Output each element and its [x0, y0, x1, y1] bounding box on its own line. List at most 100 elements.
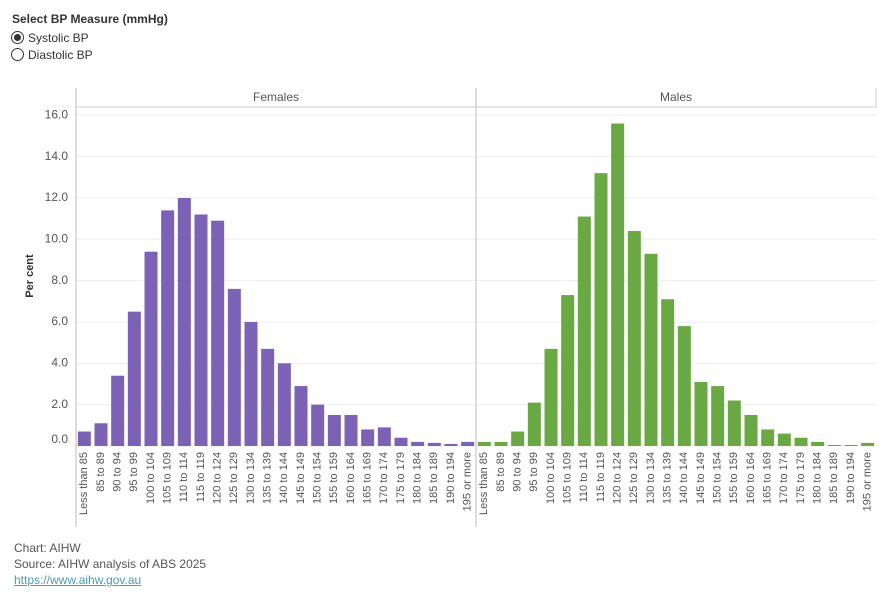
x-tick-label: 150 to 154 — [712, 452, 724, 504]
bar — [177, 197, 191, 446]
x-tick-label: 125 to 129 — [628, 452, 640, 504]
radio-option[interactable]: Diastolic BP — [11, 46, 168, 63]
bar — [461, 441, 475, 446]
bar — [727, 400, 741, 446]
bar — [244, 321, 258, 446]
radio-option[interactable]: Systolic BP — [11, 29, 168, 46]
x-tick-label: 110 to 114 — [178, 452, 190, 502]
x-tick-label: 155 to 159 — [328, 452, 340, 504]
x-tick-label: 160 to 164 — [345, 452, 357, 504]
footer-line: Chart: AIHW — [14, 541, 81, 555]
x-tick-label: 135 to 139 — [662, 452, 674, 504]
bar — [594, 173, 608, 446]
bar — [444, 443, 458, 446]
x-tick-label: 120 to 124 — [212, 452, 224, 504]
bar — [761, 429, 775, 446]
bar — [644, 253, 658, 446]
radio-button[interactable] — [11, 31, 24, 44]
x-tick-label: 155 to 159 — [728, 452, 740, 504]
bp-measure-control: Select BP Measure (mmHg) Systolic BP Dias… — [11, 12, 168, 63]
x-tick-label: Less than 85 — [78, 452, 90, 515]
x-tick-label: Less than 85 — [478, 452, 490, 515]
x-tick-label: 190 to 194 — [845, 452, 857, 504]
x-tick-label: 160 to 164 — [745, 452, 757, 504]
y-tick-label: 12.0 — [45, 190, 69, 204]
bar — [427, 442, 441, 446]
bar — [827, 444, 841, 446]
x-tick-label: 185 to 189 — [828, 452, 840, 504]
y-axis-label: Per cent — [24, 254, 36, 298]
bar — [277, 363, 291, 446]
x-tick-label: 100 to 104 — [545, 452, 557, 504]
x-tick-label: 145 to 149 — [695, 452, 707, 504]
x-tick-label: 190 to 194 — [445, 452, 457, 504]
bar — [377, 427, 391, 446]
bar — [94, 423, 108, 446]
x-tick-label: 105 to 109 — [162, 452, 174, 504]
control-title: Select BP Measure (mmHg) — [12, 12, 168, 26]
x-tick-label: 115 to 119 — [195, 452, 207, 502]
bar — [261, 348, 275, 446]
bar — [577, 216, 591, 446]
x-tick-label: 90 to 94 — [512, 452, 524, 492]
x-tick-label: 90 to 94 — [112, 452, 124, 492]
x-tick-label: 115 to 119 — [595, 452, 607, 502]
radio-button[interactable] — [11, 48, 24, 61]
bar — [111, 375, 125, 446]
bar — [294, 386, 308, 446]
bar — [161, 210, 175, 446]
x-tick-label: 170 to 174 — [378, 452, 390, 504]
bar — [494, 441, 508, 446]
bar — [527, 402, 541, 446]
y-tick-label: 10.0 — [45, 231, 69, 245]
bar — [361, 429, 375, 446]
x-tick-label: 175 to 179 — [795, 452, 807, 504]
x-tick-label: 95 to 99 — [528, 452, 540, 492]
bar — [394, 437, 408, 446]
footer-line: Source: AIHW analysis of ABS 2025 — [14, 557, 207, 571]
bar — [661, 299, 675, 446]
footer-link[interactable]: https://www.aihw.gov.au — [14, 573, 142, 587]
x-tick-label: 180 to 184 — [812, 452, 824, 504]
bar — [311, 404, 325, 446]
y-tick-label: 14.0 — [45, 149, 69, 163]
bar — [744, 414, 758, 446]
x-tick-label: 125 to 129 — [228, 452, 240, 504]
panel-header: Females — [253, 90, 299, 104]
bar — [411, 441, 425, 446]
radio-selected-dot — [14, 34, 21, 41]
footer: Chart: AIHW Source: AIHW analysis of ABS … — [14, 540, 206, 588]
bar — [327, 414, 341, 446]
x-tick-label: 170 to 174 — [778, 452, 790, 504]
y-tick-label: 6.0 — [51, 314, 68, 328]
x-tick-label: 95 to 99 — [128, 452, 140, 492]
x-tick-label: 85 to 89 — [95, 452, 107, 492]
footer-line: https://www.aihw.gov.au — [14, 572, 206, 588]
x-tick-label: 140 to 144 — [278, 452, 290, 504]
x-tick-label: 110 to 114 — [578, 452, 590, 502]
x-tick-label: 195 or more — [462, 452, 474, 511]
x-tick-label: 135 to 139 — [262, 452, 274, 504]
radio-label: Systolic BP — [28, 30, 89, 45]
bar — [544, 348, 558, 446]
bar — [794, 437, 808, 446]
x-tick-label: 165 to 169 — [762, 452, 774, 504]
x-tick-label: 195 or more — [862, 452, 874, 511]
bar — [561, 295, 575, 446]
bar — [694, 381, 708, 446]
bar — [77, 431, 91, 446]
bar — [511, 431, 525, 446]
y-tick-label: 16.0 — [45, 107, 69, 121]
x-tick-label: 130 to 134 — [645, 452, 657, 504]
bar — [211, 220, 225, 446]
bar — [611, 123, 625, 446]
y-tick-label: 4.0 — [51, 355, 68, 369]
bar — [777, 433, 791, 446]
bar — [861, 442, 875, 446]
bar — [627, 231, 641, 446]
bar — [844, 444, 858, 446]
y-tick-label: 0.0 — [51, 432, 68, 446]
bar — [194, 214, 208, 446]
bar — [677, 326, 691, 446]
